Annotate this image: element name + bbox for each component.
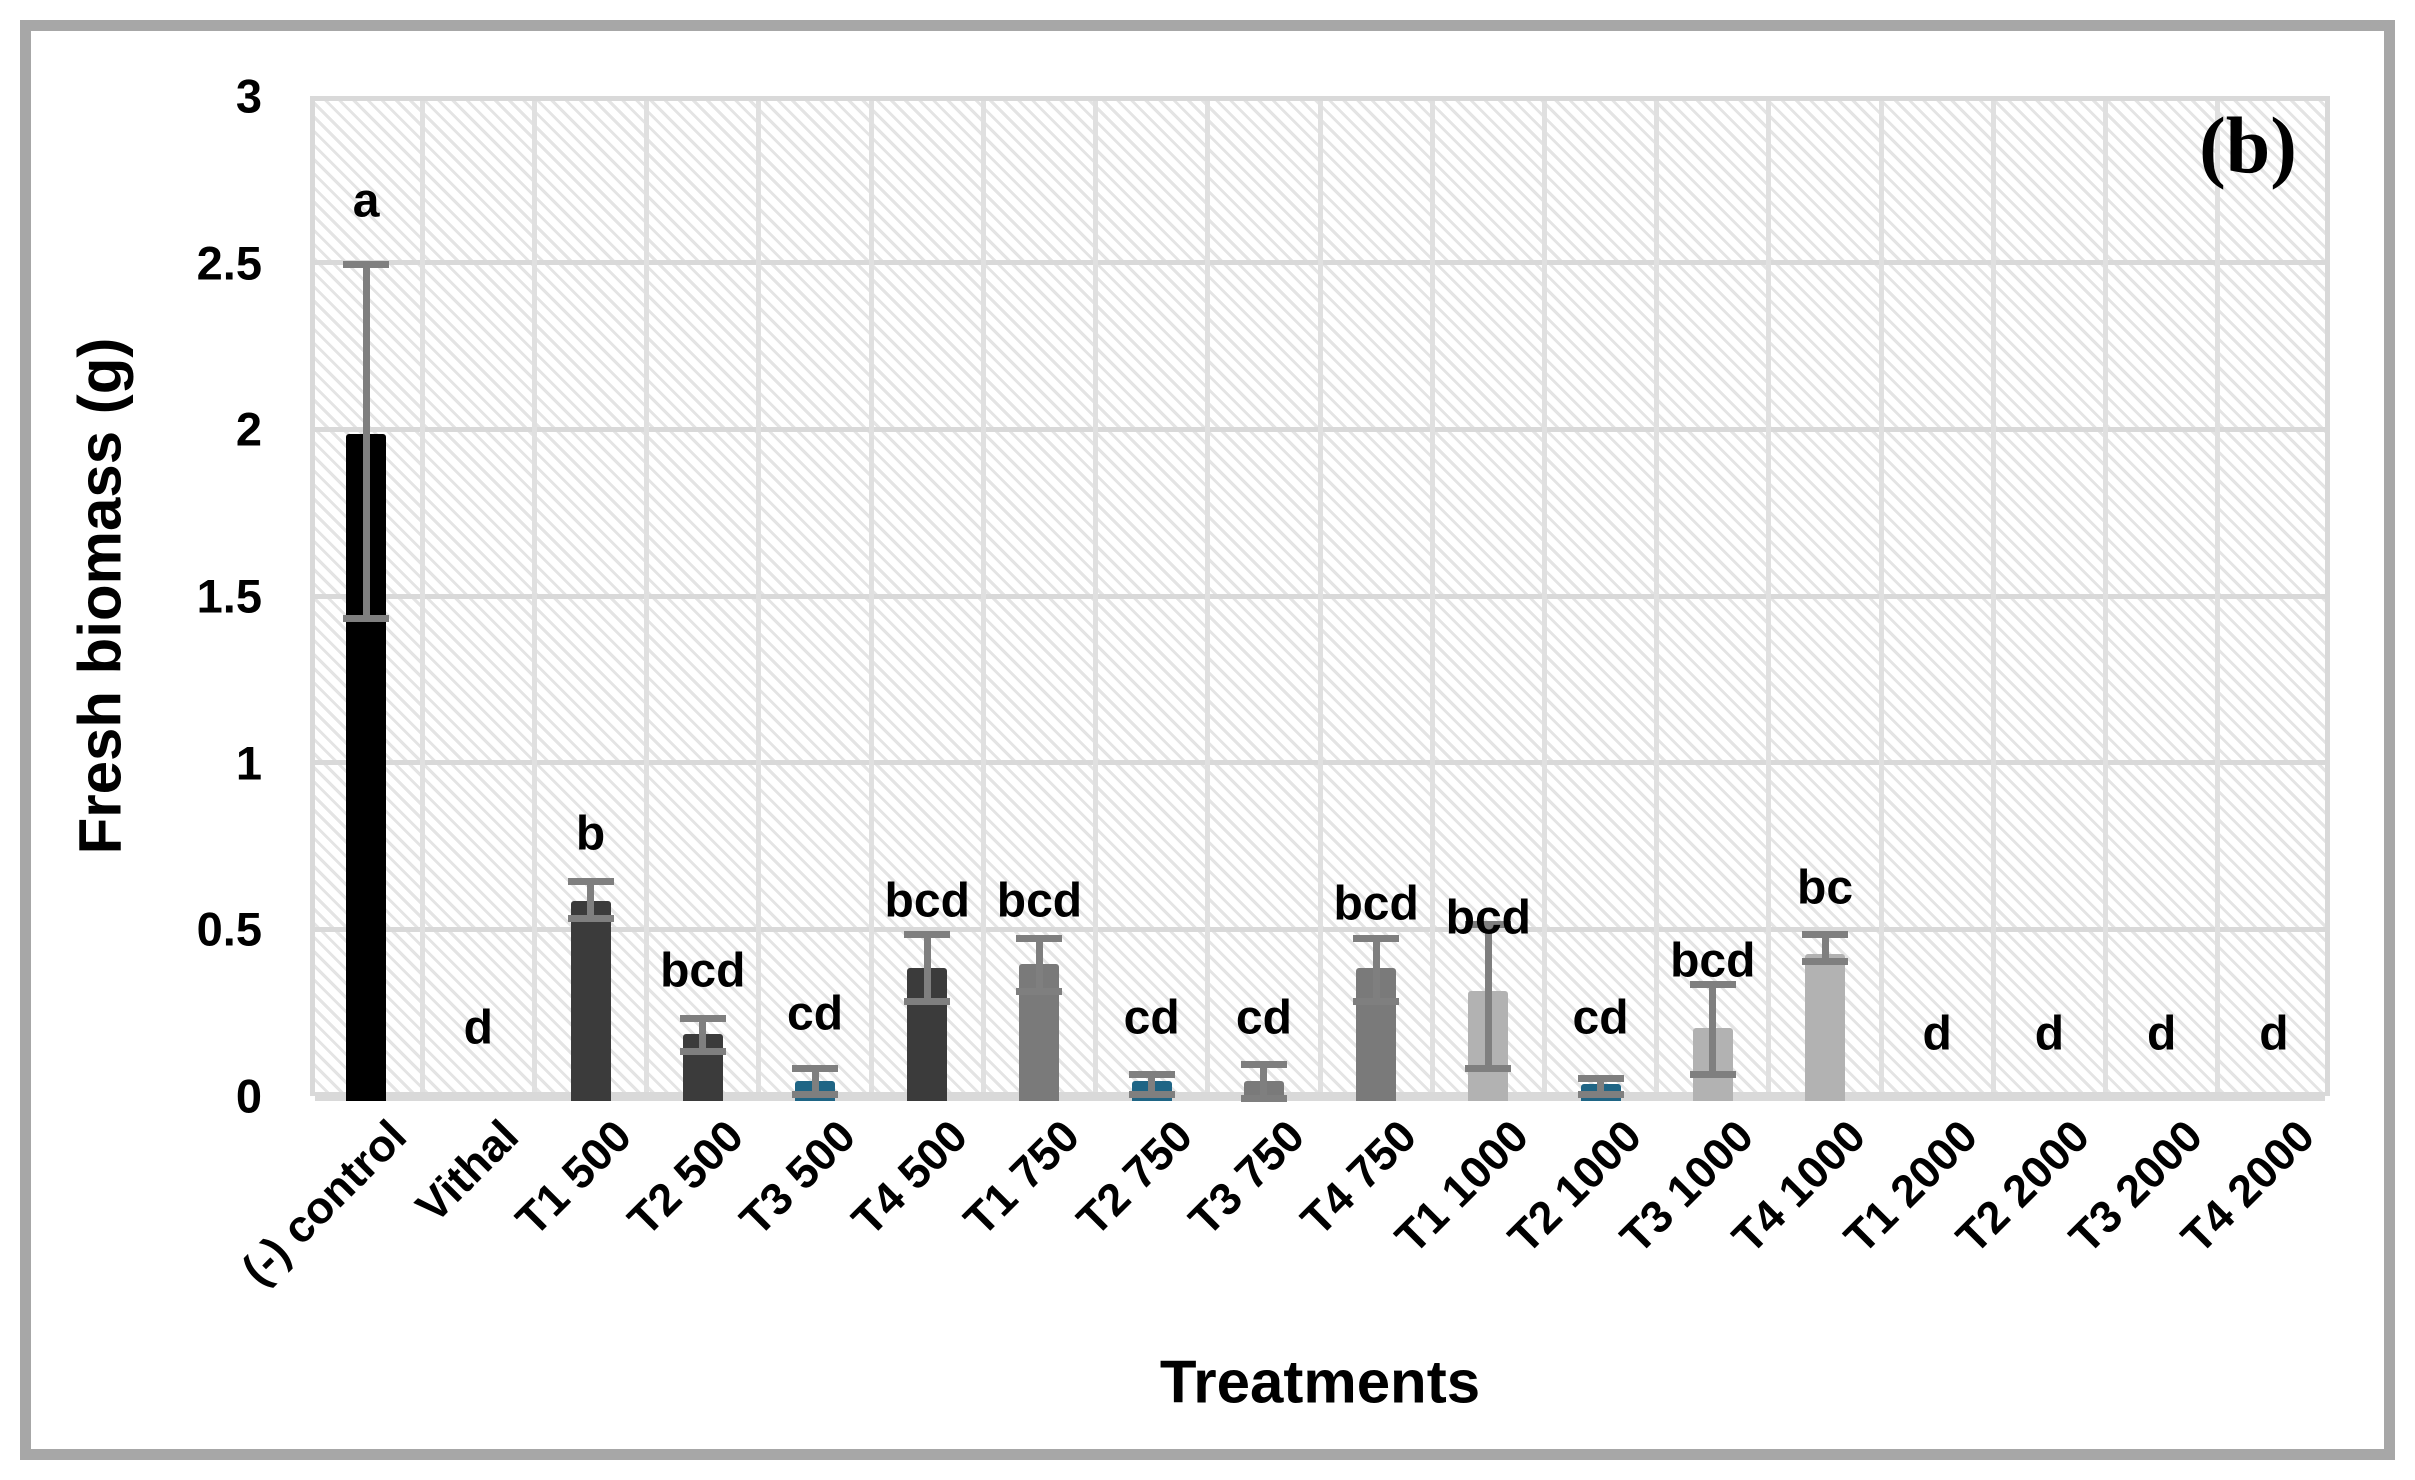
x-tick-label: T1 750 [954,1110,1090,1246]
bar [1805,954,1845,1101]
error-bar-cap-top [567,878,614,885]
error-bar-cap-top [1802,931,1848,939]
v-gridline [2103,101,2109,1096]
error-bar-cap-top [1128,1071,1175,1079]
significance-letter: bcd [1333,877,1419,931]
error-bar-cap-bottom [1353,998,1400,1005]
significance-letter: bcd [996,874,1083,928]
v-gridline [644,101,650,1096]
error-bar-line [1484,924,1492,1068]
error-bar-cap-top [792,1064,838,1072]
v-gridline [868,101,874,1096]
x-tick-label: T4 500 [842,1110,978,1246]
y-tick-label: 1 [235,736,262,790]
error-bar-cap-bottom [904,998,951,1005]
error-bar-line [1372,937,1380,1001]
v-gridline [756,101,762,1096]
error-bar-line [923,934,931,1001]
panel-label: (b) [2199,102,2297,191]
significance-letter: d [2034,1007,2065,1061]
error-bar-line [587,881,595,918]
error-bar-cap-top [1465,921,1512,929]
error-bar-cap-bottom [1802,958,1848,965]
error-bar-cap-bottom [792,1091,838,1099]
x-tick-label: T3 750 [1178,1110,1314,1246]
error-bar-line [1709,984,1717,1075]
v-gridline [1429,101,1435,1096]
significance-letter: d [1922,1007,1952,1061]
error-bar-cap-bottom [1577,1091,1624,1099]
error-bar-line [362,264,370,618]
error-bar-cap-bottom [1465,1064,1512,1072]
error-bar-cap-top [1577,1074,1624,1082]
error-bar-cap-top [679,1014,726,1022]
significance-letter: bcd [1445,891,1531,945]
error-bar-cap-top [1240,1061,1287,1069]
v-gridline [1878,101,1884,1096]
significance-letter: bc [1796,861,1854,915]
error-bar-cap-top [343,261,390,269]
y-tick-label: 2.5 [196,236,262,290]
significance-letter: cd [1123,991,1180,1045]
error-bar-line [811,1067,819,1095]
error-bar-line [1597,1077,1605,1095]
y-tick-label: 1.5 [196,569,262,623]
error-bar-cap-top [1353,934,1400,942]
significance-letter: d [463,1001,493,1055]
significance-letter: d [2146,1007,2177,1061]
significance-letter: d [2259,1007,2289,1061]
v-gridline [1766,101,1772,1096]
x-tick-label: (-) control [231,1110,417,1295]
x-tick-label: T2 500 [617,1110,753,1246]
x-tick-label: T3 500 [729,1110,866,1246]
v-gridline [980,101,986,1096]
v-gridline [1654,101,1660,1096]
error-bar-cap-bottom [1240,1094,1287,1102]
significance-letter: a [352,174,380,228]
plot-area: (b) a d b bcd cd bcd bcd cd cd bcd bcd cd bcd bc d d d d [310,96,2330,1102]
v-gridline [1093,101,1099,1096]
error-bar-line [1148,1074,1156,1095]
x-axis-title: Treatments [1159,1348,1481,1416]
x-tick-label: T1 500 [505,1110,641,1246]
significance-letter: bcd [660,944,746,998]
v-gridline [1317,101,1323,1096]
error-bar-cap-top [904,931,951,939]
error-bar-line [1035,937,1043,991]
significance-letter: bcd [884,874,970,928]
significance-letter: cd [1235,991,1292,1045]
error-bar-cap-bottom [1016,988,1063,995]
error-bar-line [1260,1064,1268,1098]
x-axis-line [315,1092,2325,1101]
v-gridline [2215,101,2221,1096]
error-bar-cap-top [1689,981,1736,989]
v-gridline [1990,101,1996,1096]
y-tick-label: 2 [235,402,262,456]
x-tick-label: T2 750 [1066,1110,1202,1246]
y-tick-label: 0 [235,1069,262,1123]
y-axis-title: Fresh biomass (g) [66,337,134,855]
significance-letter: cd [1572,991,1629,1045]
v-gridline [1541,101,1547,1096]
v-gridline [531,101,537,1096]
significance-letter: b [575,807,606,861]
error-bar-line [1821,934,1829,961]
error-bar-cap-bottom [679,1048,726,1055]
error-bar-cap-top [1016,934,1063,942]
bar [570,901,611,1101]
error-bar-line [699,1017,707,1051]
significance-letter: cd [786,987,844,1041]
error-bar-cap-bottom [343,614,390,622]
error-bar-cap-bottom [1128,1091,1175,1099]
significance-letter: bcd [1670,934,1756,988]
y-tick-label: 3 [235,69,262,123]
error-bar-cap-bottom [567,914,614,922]
v-gridline [419,101,425,1096]
error-bar-cap-bottom [1689,1071,1736,1079]
y-tick-label: 0.5 [196,902,262,956]
v-gridline [1205,101,1211,1096]
